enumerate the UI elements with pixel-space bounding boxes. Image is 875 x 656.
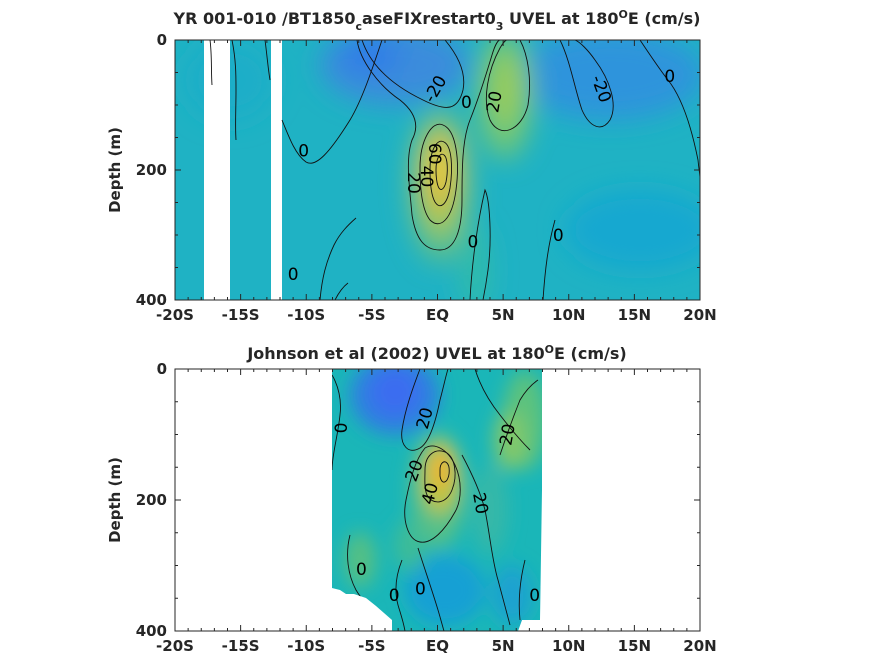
x-tick-label: -10S [287, 306, 325, 324]
contour-label: 0 [356, 560, 367, 580]
x-tick-label: -5S [358, 306, 385, 324]
contour-label: 0 [389, 586, 400, 606]
x-tick-label: 5N [492, 306, 515, 324]
contour-label: 40 [416, 166, 436, 188]
y-tick-label: 0 [157, 360, 167, 378]
y-axis-label-observed: Depth (m) [106, 457, 124, 543]
x-tick-label: EQ [426, 306, 449, 324]
contour-label: 20 [403, 172, 423, 194]
x-tick-label: 10N [552, 637, 585, 655]
chart-title-model: YR 001-010 /BT1850caseFIXrestart03 UVEL … [172, 8, 700, 33]
x-tick-label: -10S [287, 637, 325, 655]
contour-label: 0 [329, 423, 349, 434]
x-tick-label: -20S [156, 306, 194, 324]
y-tick-label: 0 [157, 31, 167, 49]
x-tick-label: 20N [683, 306, 716, 324]
contour-label: 0 [415, 579, 426, 599]
contour-label: 20 [483, 90, 506, 115]
missing-column [204, 40, 230, 300]
contour-label: 0 [529, 586, 540, 606]
y-tick-label: 200 [136, 491, 167, 509]
contour-label: 0 [298, 142, 309, 162]
x-tick-label: -15S [222, 637, 260, 655]
panel-observed: Johnson et al (2002) UVEL at 180OE (cm/s… [106, 343, 717, 655]
x-tick-label: -5S [358, 637, 385, 655]
chart-title-observed: Johnson et al (2002) UVEL at 180OE (cm/s… [246, 343, 626, 363]
y-axis-label-model: Depth (m) [106, 127, 124, 213]
contour-label: 0 [664, 67, 675, 87]
x-tick-label: -15S [222, 306, 260, 324]
contour-label: 20 [468, 491, 491, 516]
contour-label: 0 [461, 93, 472, 113]
x-tick-label: EQ [426, 637, 449, 655]
y-tick-label: 400 [136, 291, 167, 309]
x-tick-label: 20N [683, 637, 716, 655]
x-tick-label: -20S [156, 637, 194, 655]
panel-model: YR 001-010 /BT1850caseFIXrestart03 UVEL … [106, 8, 717, 324]
contour-label: 60 [424, 143, 444, 165]
contour-lines-model [209, 40, 700, 300]
contour-label: 0 [468, 233, 479, 253]
y-tick-label: 200 [136, 161, 167, 179]
y-tick-label: 400 [136, 622, 167, 640]
contour-label: 0 [553, 226, 564, 246]
x-tick-label: 15N [618, 637, 651, 655]
x-tick-label: 15N [618, 306, 651, 324]
x-tick-label: 10N [552, 306, 585, 324]
x-tick-label: 5N [492, 637, 515, 655]
contour-label: 20 [496, 422, 519, 447]
contour-label: 0 [288, 265, 299, 285]
